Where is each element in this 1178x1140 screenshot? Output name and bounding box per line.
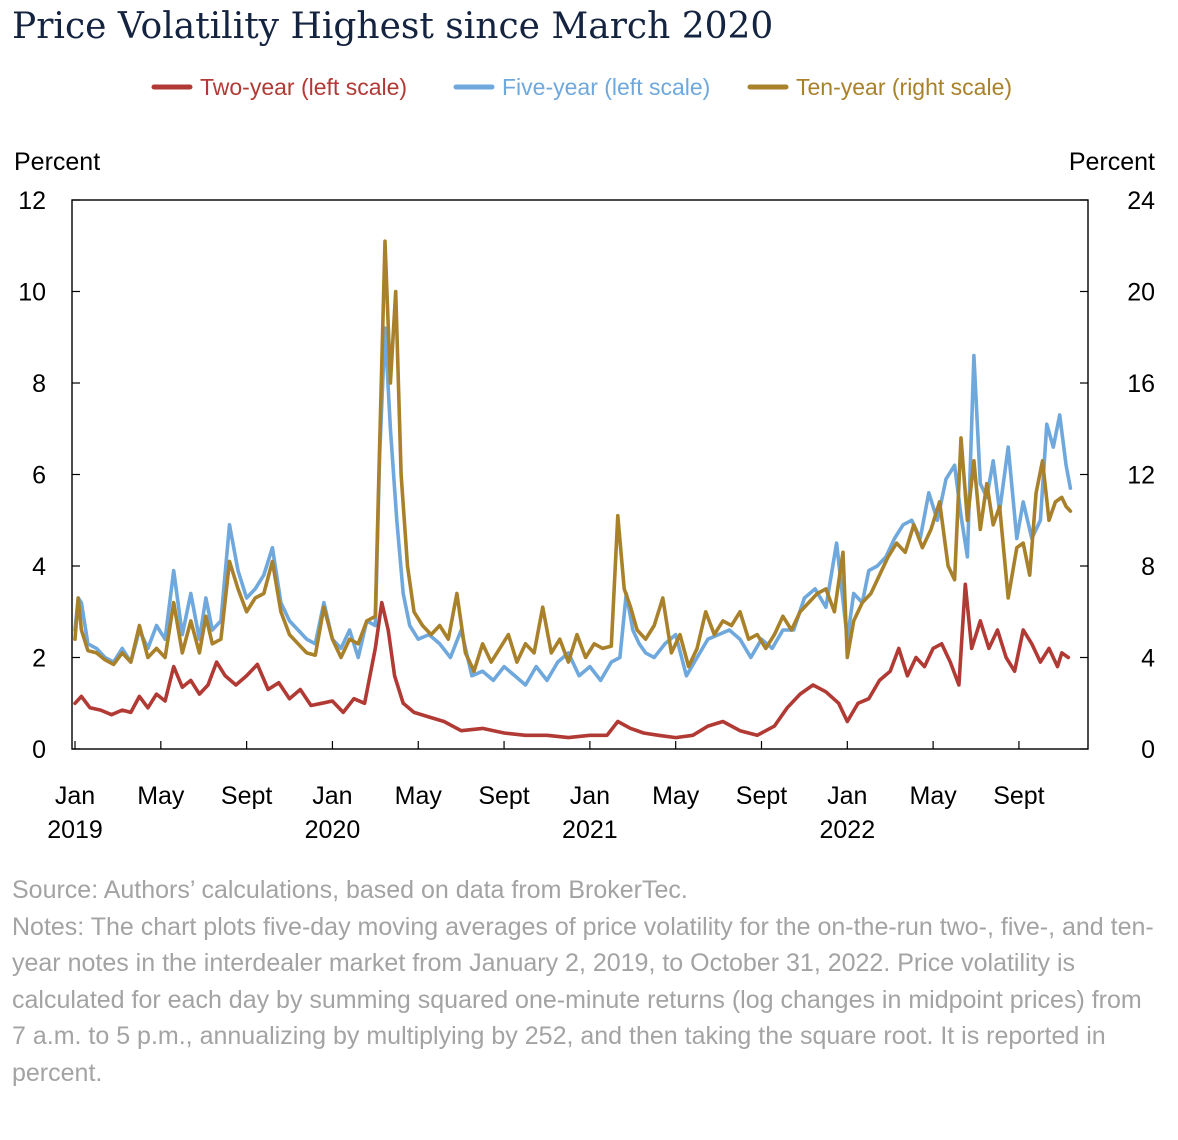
legend-label-ten: Ten-year (right scale) (796, 74, 1012, 100)
x-tick-label: Jan (312, 782, 352, 810)
x-tick-label-year: 2019 (47, 816, 103, 844)
legend-label-five: Five-year (left scale) (502, 74, 710, 100)
series-lines (73, 239, 1073, 740)
y-axis-label-left: Percent (14, 148, 100, 176)
series-line-five (73, 326, 1073, 687)
source-notes: Source: Authors’ calculations, based on … (12, 872, 1162, 1091)
legend: Two-year (left scale) Five-year (left sca… (151, 74, 1012, 100)
x-tick-label: May (910, 782, 958, 810)
x-tick-label: Sept (221, 782, 272, 810)
series-line-ten (73, 239, 1073, 674)
y-tick-label-right: 12 (1127, 462, 1155, 490)
source-text: Source: Authors’ calculations, based on … (12, 876, 688, 904)
notes-text: Notes: The chart plots five-day moving a… (12, 912, 1154, 1087)
y-tick-label-left: 10 (18, 279, 46, 307)
y-axis-right: 0 4 8 12 16 20 24 (1080, 187, 1155, 764)
y-tick-label-left: 2 (32, 645, 46, 673)
y-tick-label-right: 24 (1127, 187, 1155, 215)
y-axis-left: 0 2 4 6 8 10 12 (18, 187, 80, 764)
x-tick-label-year: 2021 (562, 816, 618, 844)
y-tick-label-left: 4 (32, 553, 46, 581)
y-axis-label-right: Percent (1069, 148, 1155, 176)
y-tick-label-left: 12 (18, 187, 46, 215)
chart-title: Price Volatility Highest since March 202… (12, 6, 774, 47)
y-tick-label-right: 20 (1127, 279, 1155, 307)
x-tick-label: Sept (993, 782, 1044, 810)
y-tick-label-left: 0 (32, 736, 46, 764)
y-tick-label-left: 6 (32, 462, 46, 490)
x-tick-label: May (652, 782, 700, 810)
x-tick-label-year: 2020 (305, 816, 361, 844)
x-tick-label-year: 2022 (819, 816, 875, 844)
series-line-two (73, 582, 1071, 740)
x-tick-label: May (137, 782, 185, 810)
x-axis: Jan 2019 May Sept Jan 2020 May Sept Jan 2021 May Se… (47, 741, 1045, 844)
x-tick-label: Jan (55, 782, 95, 810)
x-tick-label: Jan (827, 782, 867, 810)
x-tick-label: May (395, 782, 443, 810)
chart: Two-year (left scale) Five-year (left sca… (14, 74, 1155, 844)
y-tick-label-right: 4 (1141, 645, 1155, 673)
x-tick-label: Sept (736, 782, 787, 810)
y-tick-label-left: 8 (32, 370, 46, 398)
x-tick-label: Sept (478, 782, 529, 810)
y-tick-label-right: 8 (1141, 553, 1155, 581)
y-tick-label-right: 16 (1127, 370, 1155, 398)
y-tick-label-right: 0 (1141, 736, 1155, 764)
plot-area (71, 199, 1089, 750)
x-tick-label: Jan (570, 782, 610, 810)
legend-label-two: Two-year (left scale) (200, 74, 407, 100)
